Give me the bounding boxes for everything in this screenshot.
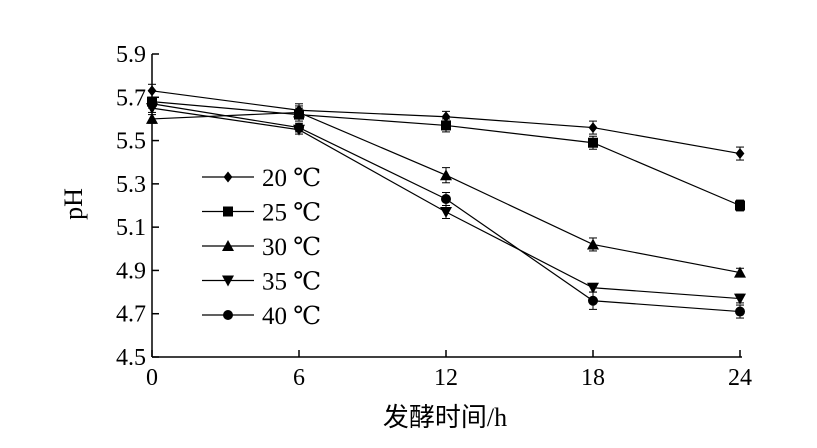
legend-marker (222, 240, 234, 251)
x-tick-label: 6 (293, 365, 305, 391)
data-point (294, 122, 304, 133)
legend-marker (222, 275, 234, 287)
legend-label: 35 ℃ (262, 269, 321, 296)
data-point (440, 206, 452, 218)
y-tick-label: 4.5 (116, 345, 146, 371)
legend: 20 ℃ 25 ℃ 30 ℃ 35 ℃ 40 ℃ (202, 165, 321, 330)
data-point (588, 137, 598, 148)
y-tick-label: 5.5 (116, 129, 146, 155)
y-tick-label: 5.7 (116, 85, 146, 111)
y-tick-label: 5.1 (116, 215, 146, 241)
y-tick-label: 4.7 (116, 302, 146, 328)
data-point (587, 282, 599, 294)
series-5 (147, 98, 745, 319)
y-tick-label: 5.9 (116, 42, 146, 68)
y-axis-title: pH (59, 188, 88, 220)
x-axis-title: 发酵时间/h (383, 403, 507, 432)
series-layer (146, 83, 746, 319)
data-point (293, 106, 305, 118)
x-tick-label: 12 (434, 365, 458, 391)
data-point (147, 85, 157, 97)
legend-marker (223, 206, 233, 217)
y-tick-label: 4.9 (116, 258, 146, 284)
data-point (735, 148, 745, 160)
x-tick-label: 18 (581, 365, 605, 391)
legend-entry-1: 20 ℃ (202, 165, 321, 192)
data-point (441, 120, 451, 131)
legend-label: 40 ℃ (262, 303, 321, 330)
legend-entry-4: 35 ℃ (202, 269, 321, 296)
legend-entry-5: 40 ℃ (202, 303, 321, 330)
data-point (588, 295, 598, 306)
x-tick-label: 0 (146, 365, 158, 391)
data-point (734, 266, 746, 278)
legend-entry-2: 25 ℃ (202, 200, 321, 227)
data-point (735, 306, 745, 317)
data-point (440, 169, 452, 181)
data-point (146, 112, 158, 124)
data-point (147, 98, 157, 109)
x-tick-label: 24 (728, 365, 752, 391)
axes: 4.5 4.7 4.9 5.1 5.3 5.5 5.7 5.9 0 6 12 18 24 (116, 42, 752, 391)
legend-label: 25 ℃ (262, 200, 321, 227)
y-tick-label: 5.3 (116, 172, 146, 198)
data-point (441, 111, 451, 123)
data-point (588, 122, 598, 134)
legend-marker (223, 171, 233, 183)
legend-marker (223, 310, 233, 320)
data-point (441, 194, 451, 205)
series-3 (146, 105, 746, 278)
data-point (735, 200, 745, 211)
data-point (734, 293, 746, 305)
legend-entry-3: 30 ℃ (202, 234, 321, 261)
legend-label: 20 ℃ (262, 165, 321, 192)
data-point (587, 238, 599, 250)
legend-label: 30 ℃ (262, 234, 321, 261)
